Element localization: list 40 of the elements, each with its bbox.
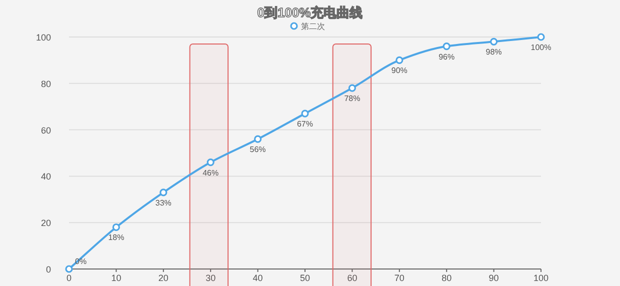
x-tick-label: 60 bbox=[347, 273, 358, 283]
data-label: 90% bbox=[391, 66, 408, 76]
data-label: 56% bbox=[250, 145, 266, 154]
legend-label: 第二次 bbox=[301, 22, 325, 31]
x-tick-label: 40 bbox=[252, 273, 263, 283]
x-tick-label: 80 bbox=[442, 273, 452, 283]
x-tick-label: 10 bbox=[111, 273, 122, 283]
x-tick-label: 30 bbox=[206, 273, 216, 283]
point bbox=[442, 42, 450, 50]
point bbox=[112, 223, 120, 232]
x-tick-label: 100 bbox=[533, 273, 549, 283]
point bbox=[160, 188, 168, 196]
x-tick-label: 0 bbox=[66, 273, 72, 283]
point bbox=[301, 110, 309, 118]
x-tick-label: 50 bbox=[300, 273, 310, 283]
data-label: 18% bbox=[108, 233, 124, 242]
data-label: 96% bbox=[438, 52, 455, 62]
y-tick-label: 80 bbox=[40, 78, 51, 89]
y-tick-label: 60 bbox=[40, 125, 51, 136]
point bbox=[254, 135, 262, 143]
data-label: 100% bbox=[530, 43, 552, 52]
data-label: 98% bbox=[486, 48, 502, 57]
data-label: 67% bbox=[296, 120, 314, 129]
point bbox=[490, 38, 498, 46]
y-tick-label: 20 bbox=[40, 218, 51, 228]
y-tick-label: 40 bbox=[40, 172, 51, 182]
point bbox=[65, 265, 73, 273]
point bbox=[396, 56, 404, 64]
data-label: 46% bbox=[202, 168, 219, 178]
point bbox=[537, 33, 545, 41]
point bbox=[206, 158, 214, 166]
x-tick-label: 90 bbox=[488, 273, 499, 283]
x-tick-label: 20 bbox=[158, 273, 168, 283]
y-tick-label: 100 bbox=[36, 32, 51, 42]
data-label: 33% bbox=[155, 198, 172, 208]
data-label: 78% bbox=[344, 94, 360, 104]
y-tick-label: 0 bbox=[46, 264, 51, 274]
chart-title: 0到100%充电曲线 bbox=[257, 5, 363, 20]
point bbox=[348, 84, 356, 92]
x-tick-label: 70 bbox=[394, 273, 404, 283]
